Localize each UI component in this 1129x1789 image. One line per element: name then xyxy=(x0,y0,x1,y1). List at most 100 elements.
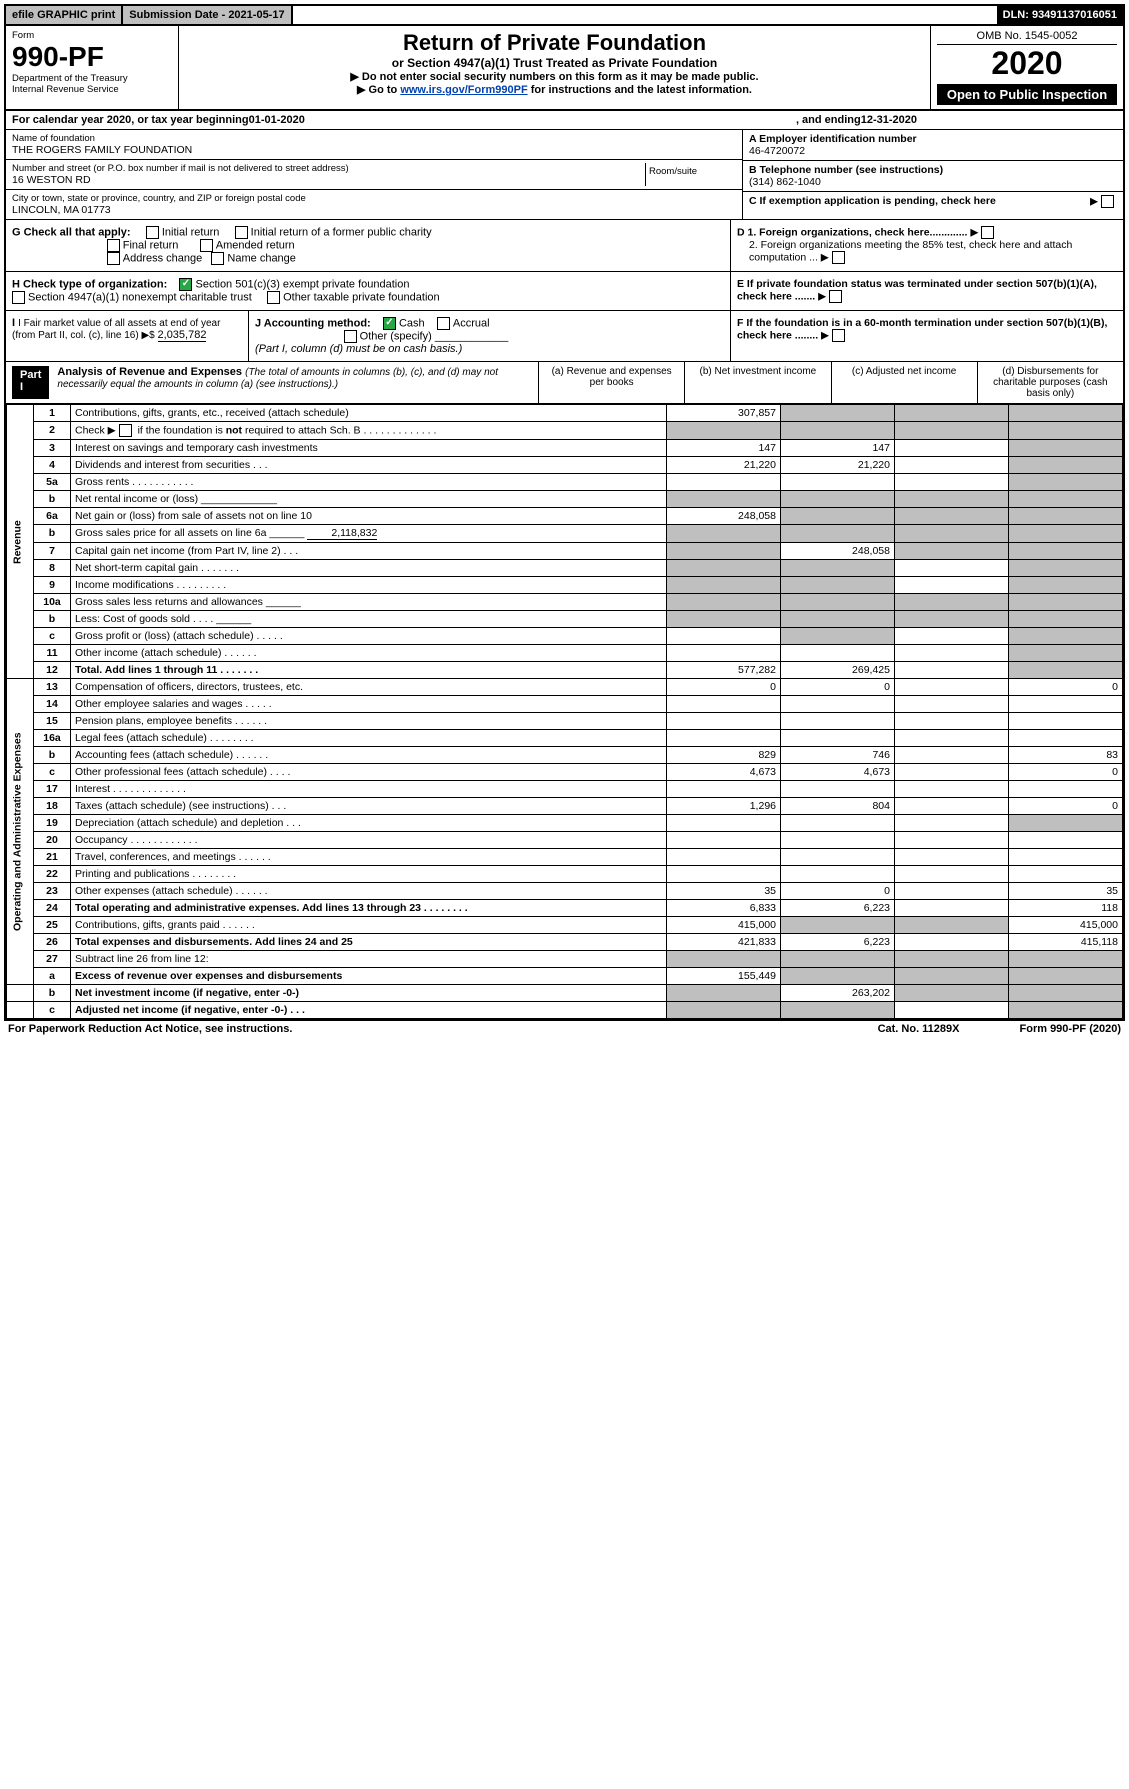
table-row: 19Depreciation (attach schedule) and dep… xyxy=(7,815,1123,832)
ein-label: A Employer identification number xyxy=(749,133,1117,145)
line6b-value: 2,118,832 xyxy=(307,527,377,540)
table-row: 8Net short-term capital gain . . . . . .… xyxy=(7,560,1123,577)
form-header: Form 990-PF Department of the Treasury I… xyxy=(6,26,1123,111)
open-public-badge: Open to Public Inspection xyxy=(937,84,1117,105)
d1-checkbox[interactable] xyxy=(981,226,994,239)
g-o2: Initial return of a former public charit… xyxy=(251,226,432,238)
footer-mid: Cat. No. 11289X xyxy=(878,1023,960,1035)
g-amended-return-checkbox[interactable] xyxy=(200,239,213,252)
ein-value: 46-4720072 xyxy=(749,145,1117,157)
cal-begin: 01-01-2020 xyxy=(249,114,305,126)
table-row: aExcess of revenue over expenses and dis… xyxy=(7,968,1123,985)
form-number: 990-PF xyxy=(12,41,172,73)
part1-header-row: Part I Analysis of Revenue and Expenses … xyxy=(6,362,1123,404)
e-checkbox[interactable] xyxy=(829,290,842,303)
g-o6: Name change xyxy=(227,252,296,264)
footer-right: Form 990-PF (2020) xyxy=(1020,1023,1122,1035)
name-label: Name of foundation xyxy=(12,133,736,144)
table-row: bAccounting fees (attach schedule) . . .… xyxy=(7,747,1123,764)
exempt-pending-checkbox[interactable] xyxy=(1101,195,1114,208)
e-label: E If private foundation status was termi… xyxy=(737,278,1097,302)
h-4947-checkbox[interactable] xyxy=(12,291,25,304)
h-501c3-checkbox[interactable] xyxy=(179,278,192,291)
entity-info: Name of foundation THE ROGERS FAMILY FOU… xyxy=(6,130,1123,220)
part1-badge: Part I xyxy=(12,366,49,399)
table-row: 3Interest on savings and temporary cash … xyxy=(7,440,1123,457)
i-value: 2,035,782 xyxy=(158,329,207,342)
top-bar: efile GRAPHIC print Submission Date - 20… xyxy=(6,6,1123,26)
schb-checkbox[interactable] xyxy=(119,424,132,437)
city-state-zip: LINCOLN, MA 01773 xyxy=(12,204,736,216)
d1-label: D 1. Foreign organizations, check here..… xyxy=(737,226,967,238)
g-address-change-checkbox[interactable] xyxy=(107,252,120,265)
h-label: H Check type of organization: xyxy=(12,278,167,290)
col-d-header: (d) Disbursements for charitable purpose… xyxy=(978,362,1123,403)
table-row: 27Subtract line 26 from line 12: xyxy=(7,951,1123,968)
g-label: G Check all that apply: xyxy=(12,226,131,238)
instr-line-2: ▶ Go to www.irs.gov/Form990PF for instru… xyxy=(185,83,924,96)
irs-link[interactable]: www.irs.gov/Form990PF xyxy=(400,84,527,96)
j-other-checkbox[interactable] xyxy=(344,330,357,343)
j-cash-checkbox[interactable] xyxy=(383,317,396,330)
f-checkbox[interactable] xyxy=(832,329,845,342)
table-row: 25Contributions, gifts, grants paid . . … xyxy=(7,917,1123,934)
efile-print-button[interactable]: efile GRAPHIC print xyxy=(6,6,123,24)
footer: For Paperwork Reduction Act Notice, see … xyxy=(4,1021,1125,1037)
form-subtitle: or Section 4947(a)(1) Trust Treated as P… xyxy=(185,56,924,70)
j-note: (Part I, column (d) must be on cash basi… xyxy=(255,343,462,355)
checks-ij-f: I I Fair market value of all assets at e… xyxy=(6,311,1123,362)
g-o3: Final return xyxy=(123,239,179,251)
h-o3: Other taxable private foundation xyxy=(283,291,440,303)
table-row: Operating and Administrative Expenses 13… xyxy=(7,679,1123,696)
omb-number: OMB No. 1545-0052 xyxy=(937,30,1117,45)
form-label: Form xyxy=(12,30,172,41)
form-container: efile GRAPHIC print Submission Date - 20… xyxy=(4,4,1125,1021)
footer-left: For Paperwork Reduction Act Notice, see … xyxy=(8,1023,292,1035)
instr2-post: for instructions and the latest informat… xyxy=(528,84,752,96)
i-label: I xyxy=(12,317,15,329)
form-title: Return of Private Foundation xyxy=(185,30,924,56)
table-row: 14Other employee salaries and wages . . … xyxy=(7,696,1123,713)
table-row: 2Check ▶ if the foundation is not requir… xyxy=(7,422,1123,440)
table-row: 4Dividends and interest from securities … xyxy=(7,457,1123,474)
expenses-side-label: Operating and Administrative Expenses xyxy=(7,679,34,985)
table-row: Revenue 1Contributions, gifts, grants, e… xyxy=(7,405,1123,422)
calendar-year-row: For calendar year 2020, or tax year begi… xyxy=(6,111,1123,130)
table-row: bNet investment income (if negative, ent… xyxy=(7,985,1123,1002)
g-initial-return-checkbox[interactable] xyxy=(146,226,159,239)
table-row: 21Travel, conferences, and meetings . . … xyxy=(7,849,1123,866)
table-row: 20Occupancy . . . . . . . . . . . . xyxy=(7,832,1123,849)
exempt-pending-label: C If exemption application is pending, c… xyxy=(749,195,996,207)
d2-checkbox[interactable] xyxy=(832,251,845,264)
cal-mid: , and ending xyxy=(796,114,861,126)
table-row: 18Taxes (attach schedule) (see instructi… xyxy=(7,798,1123,815)
table-row: bNet rental income or (loss) ___________… xyxy=(7,491,1123,508)
addr-label: Number and street (or P.O. box number if… xyxy=(12,163,645,174)
table-row: 11Other income (attach schedule) . . . .… xyxy=(7,645,1123,662)
h-o2: Section 4947(a)(1) nonexempt charitable … xyxy=(28,291,252,303)
h-other-checkbox[interactable] xyxy=(267,291,280,304)
street-address: 16 WESTON RD xyxy=(12,174,645,186)
table-row: cOther professional fees (attach schedul… xyxy=(7,764,1123,781)
table-row: 15Pension plans, employee benefits . . .… xyxy=(7,713,1123,730)
j-o3: Other (specify) xyxy=(360,330,432,342)
table-row: 5aGross rents . . . . . . . . . . . xyxy=(7,474,1123,491)
part1-title: Analysis of Revenue and Expenses xyxy=(57,366,242,378)
revenue-side-label: Revenue xyxy=(7,405,34,679)
cal-end: 12-31-2020 xyxy=(861,114,917,126)
irs-label: Internal Revenue Service xyxy=(12,84,172,95)
g-final-return-checkbox[interactable] xyxy=(107,239,120,252)
instr2-pre: ▶ Go to xyxy=(357,84,400,96)
g-o1: Initial return xyxy=(162,226,219,238)
g-initial-former-checkbox[interactable] xyxy=(235,226,248,239)
tax-year: 2020 xyxy=(937,45,1117,82)
phone-label: B Telephone number (see instructions) xyxy=(749,164,1117,176)
table-row: 6aNet gain or (loss) from sale of assets… xyxy=(7,508,1123,525)
table-row: bLess: Cost of goods sold . . . . ______ xyxy=(7,611,1123,628)
table-row: 16aLegal fees (attach schedule) . . . . … xyxy=(7,730,1123,747)
table-row: 23Other expenses (attach schedule) . . .… xyxy=(7,883,1123,900)
table-row: 10aGross sales less returns and allowanc… xyxy=(7,594,1123,611)
j-accrual-checkbox[interactable] xyxy=(437,317,450,330)
g-name-change-checkbox[interactable] xyxy=(211,252,224,265)
j-o1: Cash xyxy=(399,317,425,329)
